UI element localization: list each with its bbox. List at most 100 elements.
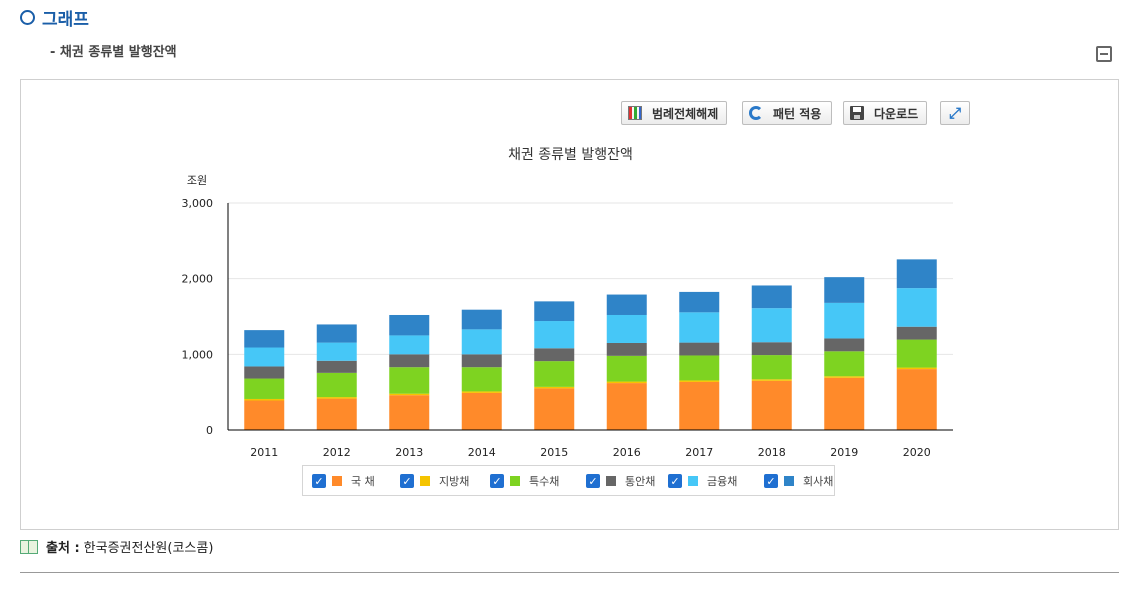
bar-segment: [461, 309, 502, 330]
bar-segment: [896, 339, 937, 368]
bar-segment: [751, 308, 792, 343]
legend-swatch: [420, 476, 430, 486]
bar-segment: [824, 277, 865, 303]
bar-segment: [751, 379, 792, 381]
x-tick-label: 2013: [395, 446, 423, 459]
legend-swatch: [510, 476, 520, 486]
bar-segment: [316, 360, 357, 373]
x-tick-label: 2017: [685, 446, 713, 459]
bar-segment: [679, 312, 720, 343]
bar-segment: [316, 342, 357, 361]
legend-label: 지방채: [439, 475, 470, 488]
x-tick-label: 2011: [250, 446, 278, 459]
bar-segment: [389, 367, 430, 394]
bar-segment: [389, 314, 430, 336]
bar-segment: [896, 259, 937, 289]
bar-segment: [679, 381, 720, 430]
bar-segment: [461, 329, 502, 355]
download-button[interactable]: 다운로드: [843, 101, 928, 125]
section-header: 그래프: [20, 6, 89, 30]
bar-segment: [461, 354, 502, 368]
bar-segment: [244, 398, 285, 401]
bar-segment: [534, 321, 575, 349]
bar-segment: [606, 342, 647, 356]
legend-label: 국 채: [351, 475, 375, 488]
source-note: 출처 : 한국증권전산원(코스콤): [20, 536, 213, 556]
source-label: 출처 :: [46, 540, 80, 556]
bar-segment: [751, 285, 792, 309]
source-text: 한국증권전산원(코스콤): [83, 540, 214, 556]
bar-segment: [896, 326, 937, 340]
x-tick-label: 2019: [830, 446, 858, 459]
bar-segment: [389, 395, 430, 430]
download-label: 다운로드: [874, 106, 919, 121]
legend-item[interactable]: ✓ 지방채: [400, 473, 469, 489]
bar-segment: [751, 355, 792, 380]
bar-segment: [244, 366, 285, 379]
legend-item[interactable]: ✓ 국 채: [312, 473, 375, 489]
bar-segment: [244, 347, 285, 367]
bar-segment: [751, 380, 792, 430]
legend-checkbox-icon[interactable]: ✓: [312, 474, 326, 488]
circle-bullet-icon: [20, 9, 35, 25]
legend-checkbox-icon[interactable]: ✓: [400, 474, 414, 488]
x-tick-label: 2016: [613, 446, 641, 459]
y-tick-label: 3,000: [182, 197, 214, 210]
refresh-icon: [749, 106, 763, 120]
legend-item[interactable]: ✓ 특수채: [490, 473, 559, 489]
x-tick-label: 2020: [903, 446, 931, 459]
legend-swatch: [784, 476, 794, 486]
legend-swatch: [688, 476, 698, 486]
bar-segment: [606, 294, 647, 315]
legend-label: 통안채: [625, 475, 656, 488]
legend-item[interactable]: ✓ 통안채: [586, 473, 655, 489]
apply-pattern-button[interactable]: 패턴 적용: [742, 101, 833, 125]
collapse-button[interactable]: [1096, 46, 1112, 62]
legend-checkbox-icon[interactable]: ✓: [668, 474, 682, 488]
y-tick-label: 1,000: [182, 348, 214, 361]
bar-segment: [389, 354, 430, 368]
chart-plot: 0 1,000 2,000 3,000 조원 2011 2012 2013 2014 2015 20…: [182, 174, 953, 459]
chart-container: 범례전체해제 패턴 적용 다운로드 ⤢ 채권 종류별 발행잔액 0 1,000 2,…: [20, 79, 1119, 530]
bar-segment: [606, 381, 647, 384]
legend-checkbox-icon[interactable]: ✓: [490, 474, 504, 488]
bottom-divider: [20, 572, 1119, 573]
bar-segment: [389, 335, 430, 355]
bar-segment: [389, 393, 430, 396]
chart-legend: ✓ 국 채 ✓ 지방채 ✓ 특수채 ✓ 통안채 ✓ 금융채 ✓ 회사채: [302, 465, 835, 496]
bar-segment: [534, 301, 575, 322]
legend-label: 특수채: [529, 475, 560, 488]
bar-segment: [461, 392, 502, 430]
legend-checkbox-icon[interactable]: ✓: [764, 474, 778, 488]
bar-segment: [824, 351, 865, 377]
bar-segment: [679, 355, 720, 381]
bar-segment: [534, 348, 575, 362]
bar-segment: [896, 369, 937, 430]
bar-segment: [461, 367, 502, 392]
legend-label: 금융채: [707, 475, 738, 488]
legend-checkbox-icon[interactable]: ✓: [586, 474, 600, 488]
x-tick-label: 2014: [468, 446, 496, 459]
bar-segment: [606, 383, 647, 430]
expand-button[interactable]: ⤢: [940, 101, 970, 125]
legend-label: 회사채: [803, 475, 834, 488]
bar-segment: [606, 314, 647, 343]
save-icon: [850, 106, 864, 120]
bar-segment: [896, 288, 937, 327]
x-tick-label: 2015: [540, 446, 568, 459]
bar-segment: [534, 386, 575, 389]
legend-toggle-button[interactable]: 범례전체해제: [621, 101, 728, 125]
x-tick-label: 2018: [758, 446, 786, 459]
legend-item[interactable]: ✓ 금융채: [668, 473, 737, 489]
x-tick-label: 2012: [323, 446, 351, 459]
section-title: 그래프: [42, 9, 89, 30]
bar-segment: [824, 376, 865, 378]
bar-segment: [244, 330, 285, 348]
bar-segment: [679, 380, 720, 382]
bar-segment: [679, 342, 720, 356]
bar-segment: [606, 355, 647, 382]
legend-item[interactable]: ✓ 회사채: [764, 473, 833, 489]
apply-pattern-label: 패턴 적용: [773, 106, 822, 121]
bar-segment: [461, 391, 502, 393]
bar-segment: [824, 377, 865, 430]
